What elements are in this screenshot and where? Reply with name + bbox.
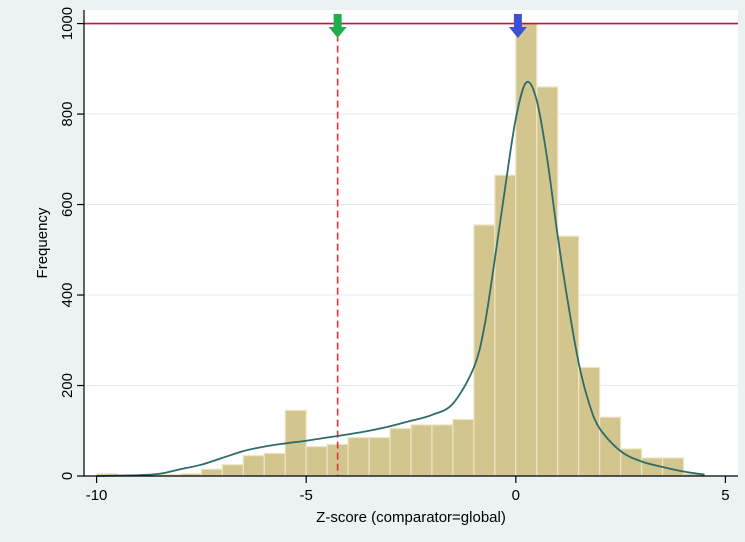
histogram-bar [347,436,370,477]
histogram-bars [95,22,706,477]
down-arrow-marker [328,14,347,38]
reference-lines [84,22,738,476]
y-tick-label: 200 [59,373,76,398]
y-axis-label: Frequency [34,207,51,278]
histogram-bar [473,224,496,477]
tick-labels: -10 -5 0 5 0 200 400 600 800 1000 [59,7,730,504]
histogram-bar [431,424,454,477]
histogram-bar [557,235,580,477]
x-tick-label: 0 [512,487,520,504]
histogram-bar [389,427,412,477]
arrow-markers [328,14,527,38]
x-tick-label: -5 [300,487,313,504]
y-tick-label: 1000 [59,7,76,40]
histogram-bar [242,455,265,477]
down-arrow-marker [508,14,527,38]
histogram-bar [200,468,223,477]
x-tick-label: -10 [86,487,108,504]
y-tick-label: 800 [59,102,76,127]
histogram-bar [221,464,244,477]
density-curve [96,80,705,477]
axes [83,10,738,477]
histogram-bar [410,424,433,477]
histogram-bar [305,445,328,477]
y-tick-label: 600 [59,192,76,217]
histogram-bar [326,443,349,477]
histogram-bar [536,86,559,477]
histogram-bar [452,418,475,477]
histogram-bar [368,436,391,477]
histogram-bar [263,452,286,477]
x-tick-label: 5 [721,487,729,504]
histogram-bar [494,174,517,477]
histogram-bar [599,416,622,477]
y-tick-label: 400 [59,283,76,308]
y-tick-label: 0 [59,472,76,480]
plot-area [84,10,738,476]
x-axis-label: Z-score (comparator=global) [316,509,506,526]
density-curve-group [96,80,705,477]
